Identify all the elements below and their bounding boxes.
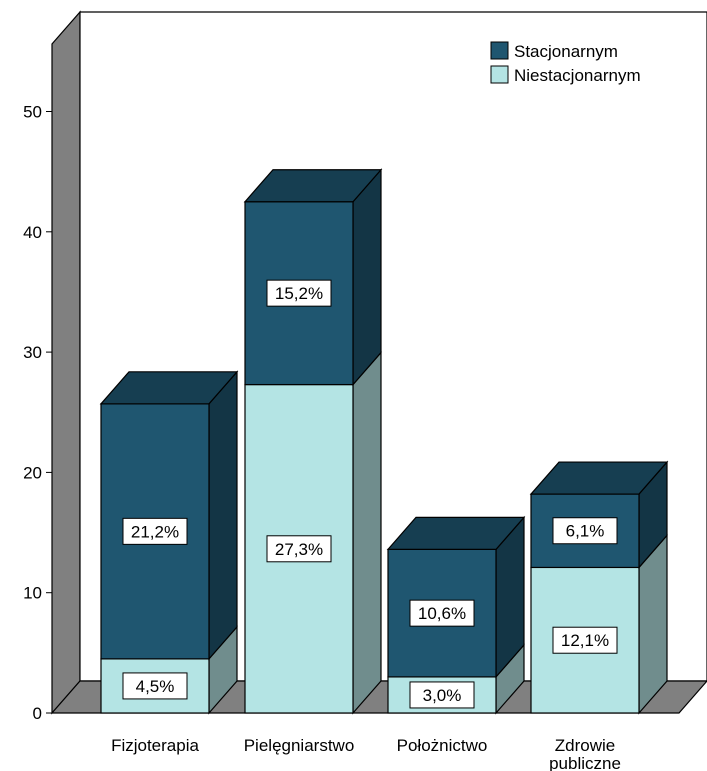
x-category-label: Położnictwo: [397, 736, 488, 755]
x-category-label: Fizjoterapia: [111, 736, 199, 755]
legend-label: Niestacjonarnym: [514, 66, 641, 85]
data-label: 27,3%: [275, 540, 323, 559]
legend-label: Stacjonarnym: [514, 42, 618, 61]
data-label: 6,1%: [566, 522, 605, 541]
data-label-box: [552, 517, 618, 545]
bar-top-face: [243, 169, 383, 203]
y-tick-label: 30: [23, 343, 42, 362]
bar-side-face: [208, 370, 238, 661]
data-label: 21,2%: [131, 522, 179, 541]
x-category-label: Zdrowie: [555, 736, 615, 755]
data-label-box: [409, 599, 475, 627]
data-label-box: [122, 517, 188, 545]
data-label: 15,2%: [275, 284, 323, 303]
y-tick-label: 10: [23, 584, 42, 603]
data-label-box: [266, 535, 332, 563]
data-label-box: [552, 626, 618, 654]
x-category-label: Pielęgniarstwo: [244, 736, 355, 755]
data-label-box: [122, 672, 188, 700]
data-label: 3,0%: [423, 686, 462, 705]
data-label: 10,6%: [418, 604, 466, 623]
x-category-label: publiczne: [549, 754, 621, 771]
legend-swatch: [490, 41, 509, 60]
y-tick-label: 0: [33, 704, 42, 723]
y-tick-label: 50: [23, 103, 42, 122]
data-label-box: [409, 681, 475, 709]
data-label-box: [266, 279, 332, 307]
bar-side-face: [352, 168, 382, 387]
legend-swatch: [490, 65, 509, 84]
left-wall: [51, 10, 81, 715]
bar-top-face: [529, 461, 669, 495]
y-tick-label: 20: [23, 463, 42, 482]
y-tick-label: 40: [23, 223, 42, 242]
data-label: 12,1%: [561, 631, 609, 650]
bar-top-face: [386, 516, 526, 550]
bar-top-face: [99, 371, 239, 405]
data-label: 4,5%: [136, 677, 175, 696]
bar-side-face: [352, 350, 382, 715]
